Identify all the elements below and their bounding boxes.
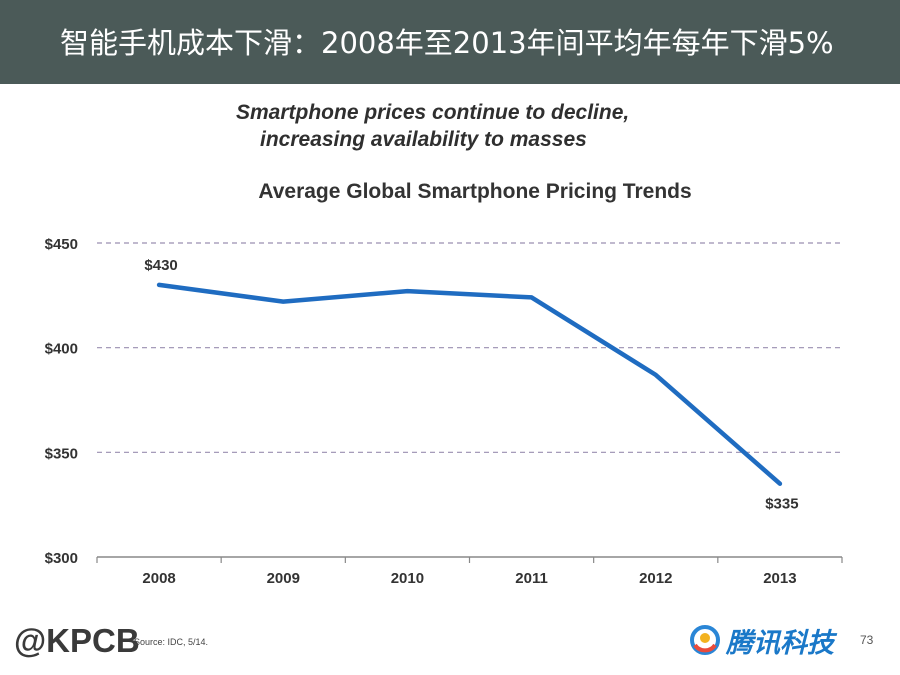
data-label: $430 <box>144 257 177 274</box>
y-tick-label: $300 <box>45 550 78 567</box>
source-note: Source: IDC, 5/14. <box>134 637 209 647</box>
chart-title: Average Global Smartphone Pricing Trends <box>258 180 692 203</box>
page-number: 73 <box>860 633 874 647</box>
x-tick-label: 2011 <box>515 570 548 587</box>
x-tick-label: 2013 <box>763 570 796 587</box>
y-tick-label: $450 <box>45 236 78 253</box>
page-title: 智能手机成本下滑：2008年至2013年间平均年每年下滑5% <box>60 26 834 60</box>
kpcb-logo: @KPCB <box>14 622 140 659</box>
subtitle-line-2: increasing availability to masses <box>260 128 587 151</box>
subtitle: Smartphone prices continue to decline, i… <box>236 99 629 153</box>
tencent-logo-icon <box>690 625 720 655</box>
y-tick-label: $350 <box>45 445 78 462</box>
data-label: $335 <box>765 496 798 513</box>
tencent-brand: 腾讯科技 <box>690 622 834 659</box>
brand-text: 腾讯科技 <box>726 627 834 659</box>
x-tick-label: 2010 <box>391 570 424 587</box>
header-bar: 智能手机成本下滑：2008年至2013年间平均年每年下滑5% <box>0 0 900 84</box>
x-tick-label: 2009 <box>267 570 300 587</box>
y-tick-label: $400 <box>45 341 78 358</box>
x-tick-label: 2008 <box>142 570 175 587</box>
x-tick-label: 2012 <box>639 570 672 587</box>
price-series-line <box>156 282 783 486</box>
subtitle-line-1: Smartphone prices continue to decline, <box>236 101 630 124</box>
